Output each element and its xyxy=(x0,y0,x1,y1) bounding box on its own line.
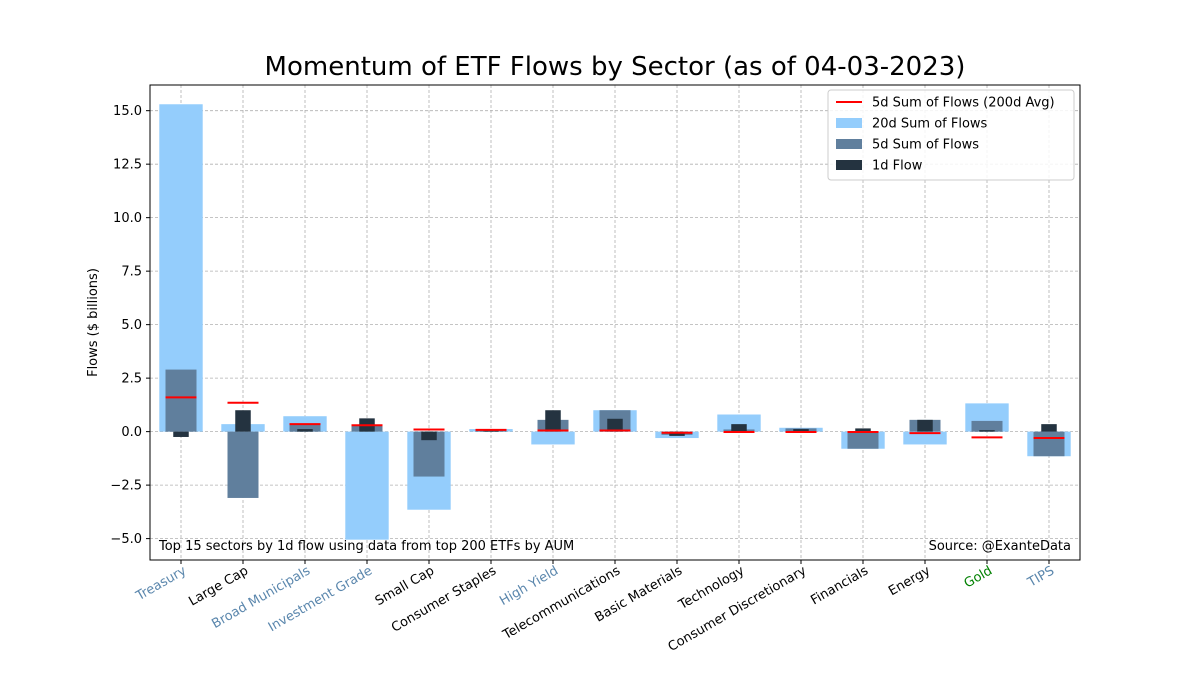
legend: 5d Sum of Flows (200d Avg) 20d Sum of Flo… xyxy=(827,89,1075,181)
bar-5d xyxy=(165,369,197,432)
x-tick-label: Gold xyxy=(962,563,995,591)
x-tick-label: Consumer Staples xyxy=(389,563,499,635)
bar-5d xyxy=(847,431,879,449)
bar-1d xyxy=(1041,424,1057,432)
bar-5d xyxy=(971,420,1003,432)
bar-1d xyxy=(421,431,437,441)
y-tick-label: 15.0 xyxy=(113,104,142,119)
bar-20d xyxy=(717,414,761,432)
y-tick-label: −5.0 xyxy=(110,532,142,547)
legend-label: 20d Sum of Flows xyxy=(872,117,988,132)
y-tick-label: 7.5 xyxy=(121,265,142,280)
bar-20d xyxy=(531,431,575,445)
bar-20d xyxy=(903,431,947,445)
x-tick-label: Investment Grade xyxy=(266,563,375,635)
bar-1d xyxy=(855,428,871,432)
legend-label: 1d Flow xyxy=(872,159,923,174)
legend-label: 5d Sum of Flows xyxy=(872,138,979,153)
x-tick-label: Telecommunications xyxy=(500,563,623,643)
bar-5d xyxy=(1033,431,1065,457)
bar-20d xyxy=(345,431,389,540)
bar-1d xyxy=(545,410,561,432)
bar-1d xyxy=(669,431,685,436)
y-tick-label: 0.0 xyxy=(121,425,142,440)
annotation-left: Top 15 sectors by 1d flow using data fro… xyxy=(158,539,574,554)
bar-1d xyxy=(607,418,623,432)
bar-1d xyxy=(731,424,747,432)
x-tick-label: TIPS xyxy=(1024,563,1057,590)
bar-1d xyxy=(979,430,995,432)
bar-1d xyxy=(235,410,251,432)
chart-title: Momentum of ETF Flows by Sector (as of 0… xyxy=(265,52,966,82)
bar-1d xyxy=(173,431,189,437)
x-tick-label: Treasury xyxy=(133,563,189,604)
x-tick-label: Financials xyxy=(808,563,871,608)
y-tick-label: 5.0 xyxy=(121,318,142,333)
bar-1d xyxy=(793,429,809,432)
legend-swatch xyxy=(836,139,862,149)
y-axis-label: Flows ($ billions) xyxy=(86,268,101,377)
y-tick-label: 12.5 xyxy=(113,158,142,173)
legend-frame xyxy=(827,89,1075,181)
x-tick-label: Energy xyxy=(886,563,933,599)
y-tick-label: 2.5 xyxy=(121,372,142,387)
y-tick-label: −2.5 xyxy=(110,479,142,494)
bar-5d xyxy=(227,431,259,498)
bar-1d xyxy=(917,419,933,432)
legend-label: 5d Sum of Flows (200d Avg) xyxy=(872,96,1055,111)
series-1d-flow xyxy=(173,410,1057,441)
y-tick-label: 10.0 xyxy=(113,211,142,226)
legend-swatch xyxy=(836,160,862,170)
bar-1d xyxy=(297,429,313,432)
bar-5d xyxy=(289,424,321,432)
bar-1d xyxy=(483,430,499,432)
series-5d-avg xyxy=(165,396,1065,440)
y-axis: −5.0 −2.5 0.0 2.5 5.0 7.5 10.0 12.5 15.0 xyxy=(110,104,150,547)
annotation-right: Source: @ExanteData xyxy=(929,539,1071,554)
legend-swatch xyxy=(836,118,862,128)
